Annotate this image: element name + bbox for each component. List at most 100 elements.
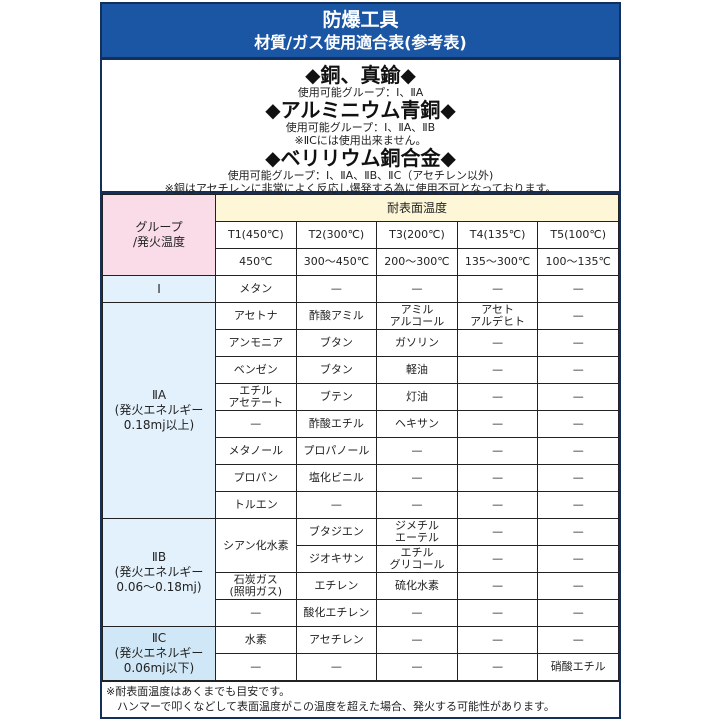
gas-cell: 硫化水素 [376, 572, 458, 600]
gas-cell: プロパン [215, 464, 297, 492]
table-row: ⅡA (発火エネルギー 0.18mj以上) アセトナ 酢酸アミル アミル アルコールア… [102, 302, 619, 519]
temp-class-cell: T1(450℃) [215, 221, 297, 249]
table-row: ジオキサン エチル グリコール — — [103, 545, 619, 573]
gas-cell: — [537, 626, 619, 654]
gas-cell: ベンゼン [215, 356, 297, 384]
gas-cell: ジメチル エーテル [376, 518, 458, 546]
gas-cell: — [376, 464, 458, 492]
footnote: ※耐表面温度はあくまでも目安です。 ハンマーで叩くなどして表面温度がこの温度を超… [102, 681, 619, 716]
gas-cell: トルエン [215, 491, 297, 519]
group-cell: ⅡC (発火エネルギー 0.06mj以下) [102, 626, 216, 681]
gas-compatibility-table: グループ /発火温度 耐表面温度 T1(450℃) T2(300℃) T3(200℃) T… [102, 194, 619, 681]
gas-cell: 酢酸エチル [295, 410, 378, 438]
gas-cell: 酸化エチレン [295, 599, 378, 627]
gas-cell: — [537, 329, 619, 357]
gas-cell: — [456, 329, 539, 357]
group-cell: ⅡB (発火エネルギー 0.06～0.18mj) [102, 518, 216, 627]
temp-class-cell: T2(300℃) [295, 221, 378, 249]
page-title: 防爆工具 [322, 9, 399, 31]
gas-cell: — [537, 545, 619, 573]
materials-section: ◆銅、真鍮◆ 使用可能グループ：Ⅰ、ⅡA ◆アルミニウム青銅◆ 使用可能グループ… [102, 60, 619, 195]
class-row: T1(450℃) T2(300℃) T3(200℃) T4(135℃) T5(100℃) [103, 221, 619, 249]
gas-cell: — [537, 572, 619, 600]
table-row: Ⅰ メタン — — — — [102, 275, 619, 303]
gas-cell: 酢酸アミル [295, 302, 378, 330]
gas-cell: ヘキサン [376, 410, 458, 438]
surface-temp-header: 耐表面温度 [215, 194, 619, 222]
gas-cell: — [456, 653, 539, 681]
gas-cell: ブタン [295, 329, 378, 357]
gas-cell: — [376, 275, 458, 303]
gas-cell: ジオキサン [295, 545, 378, 573]
gas-cell: — [295, 653, 378, 681]
gas-cell: — [537, 275, 619, 303]
gas-cell: — [456, 356, 539, 384]
temp-range-cell: 300～450℃ [295, 248, 378, 276]
table-row: メタノール プロパノール — — — [103, 437, 619, 465]
group-cell: Ⅰ [102, 275, 216, 303]
material-name: ◆アルミニウム青銅◆ [265, 98, 456, 122]
gas-cell: — [456, 518, 539, 546]
material-groups: 使用可能グループ：Ⅰ、ⅡA、ⅡB、ⅡC（アセチレン以外) [227, 169, 494, 182]
gas-cell: 軽油 [376, 356, 458, 384]
gas-cell: 硝酸エチル [537, 653, 619, 681]
reference-sheet: 防爆工具 材質/ガス使用適合表(参考表) ◆銅、真鍮◆ 使用可能グループ：Ⅰ、Ⅱ… [100, 2, 621, 719]
gas-cell: — [456, 383, 539, 411]
gas-cell: — [456, 275, 539, 303]
gas-cell: — [537, 491, 619, 519]
table-row: ⅡC (発火エネルギー 0.06mj以下) 水素 アセチレン — — — [102, 626, 619, 681]
temp-class-cell: T4(135℃) [456, 221, 539, 249]
gas-cell: アセトナ [215, 302, 297, 330]
temp-range-cell: 450℃ [215, 248, 297, 276]
gas-cell: ブタン [295, 356, 378, 384]
temp-range-cell: 100～135℃ [537, 248, 619, 276]
gas-cell: — [537, 437, 619, 465]
gas-cell: エチレン [295, 572, 378, 600]
gas-cell: アセト アルデヒト [456, 302, 539, 330]
footnote-line: ※耐表面温度はあくまでも目安です。 [106, 685, 291, 698]
gas-cell: アンモニア [215, 329, 297, 357]
group-cell: ⅡA (発火エネルギー 0.18mj以上) [102, 302, 216, 519]
gas-cell: — [295, 275, 378, 303]
gas-cell: ブタジエン [295, 518, 378, 546]
gas-cell: — [215, 653, 297, 681]
gas-cell: シアン化水素 [215, 518, 297, 573]
gas-cell: — [537, 356, 619, 384]
material-groups: 使用可能グループ：Ⅰ、ⅡA、ⅡB [285, 121, 436, 134]
gas-cell: — [537, 464, 619, 492]
group-header-cell: グループ /発火温度 [102, 194, 216, 276]
gas-cell: — [456, 437, 539, 465]
gas-cell: — [537, 599, 619, 627]
gas-cell: 石炭ガス (照明ガス) [215, 572, 297, 600]
gas-cell: — [376, 653, 458, 681]
gas-cell: — [215, 410, 297, 438]
gas-cell: — [376, 491, 458, 519]
gas-cell: メタン [215, 275, 297, 303]
temp-range-cell: 135～300℃ [456, 248, 539, 276]
gas-cell: — [376, 437, 458, 465]
table-row: ベンゼン ブタン 軽油 — — [103, 356, 619, 384]
gas-cell: — [215, 599, 297, 627]
gas-cell: メタノール [215, 437, 297, 465]
gas-cell: ブテン [295, 383, 378, 411]
gas-cell: — [376, 599, 458, 627]
temp-range-cell: 200～300℃ [376, 248, 458, 276]
gas-cell: アセチレン [295, 626, 378, 654]
header-banner: 防爆工具 材質/ガス使用適合表(参考表) [102, 4, 619, 60]
gas-cell: — [537, 410, 619, 438]
gas-cell: — [456, 464, 539, 492]
gas-cell: — [537, 518, 619, 546]
range-row: 450℃ 300～450℃ 200～300℃ 135～300℃ 100～135℃ [103, 248, 619, 276]
gas-cell: 塩化ビニル [295, 464, 378, 492]
table-row: — — — — 硝酸エチル [103, 653, 619, 681]
material-note: ※ⅡCには使用出来ません。 [294, 134, 427, 147]
gas-cell: エチル アセテート [215, 383, 297, 411]
gas-cell: — [456, 626, 539, 654]
table-row: 石炭ガス (照明ガス) エチレン 硫化水素 — — [103, 572, 619, 600]
gas-cell: — [537, 383, 619, 411]
gas-cell: 灯油 [376, 383, 458, 411]
temp-class-cell: T3(200℃) [376, 221, 458, 249]
gas-cell: ガソリン [376, 329, 458, 357]
page-subtitle: 材質/ガス使用適合表(参考表) [254, 33, 467, 52]
gas-cell: — [537, 302, 619, 330]
